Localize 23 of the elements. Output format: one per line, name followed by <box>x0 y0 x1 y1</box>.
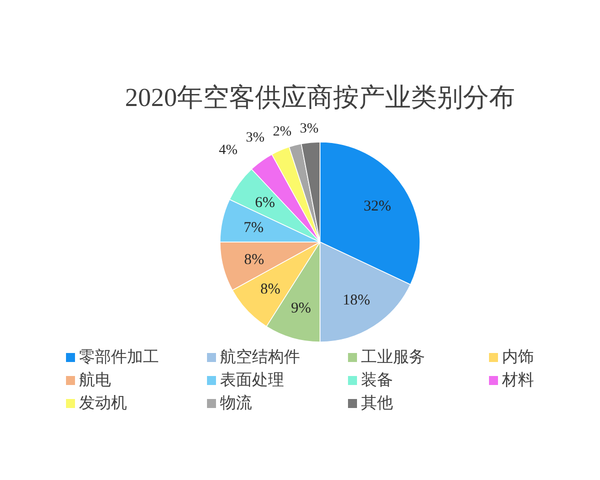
legend-label: 航电 <box>79 371 111 389</box>
data-label: 8% <box>244 252 264 268</box>
legend-label: 物流 <box>220 394 252 412</box>
legend-label: 零部件加工 <box>79 348 159 366</box>
legend-label: 材料 <box>501 371 534 389</box>
legend-label: 其他 <box>361 394 393 412</box>
data-label: 9% <box>291 300 312 316</box>
data-label: 32% <box>364 198 392 215</box>
data-label: 7% <box>244 220 264 236</box>
data-label: 8% <box>260 282 280 298</box>
data-label: 3% <box>300 122 319 137</box>
legend-label: 装备 <box>361 371 393 389</box>
data-label: 2% <box>272 124 292 140</box>
chart-title: 2020年空客供应商按产业类别分布 <box>125 83 515 112</box>
data-label: 4% <box>218 142 238 158</box>
legend-label: 表面处理 <box>220 371 284 389</box>
data-label: 3% <box>246 130 265 146</box>
legend-label: 航空结构件 <box>220 348 300 366</box>
legend-label: 发动机 <box>79 394 127 412</box>
legend-label: 工业服务 <box>361 348 425 366</box>
data-label: 6% <box>254 195 275 212</box>
data-label: 18% <box>342 292 370 308</box>
legend-label: 内饰 <box>502 348 534 366</box>
